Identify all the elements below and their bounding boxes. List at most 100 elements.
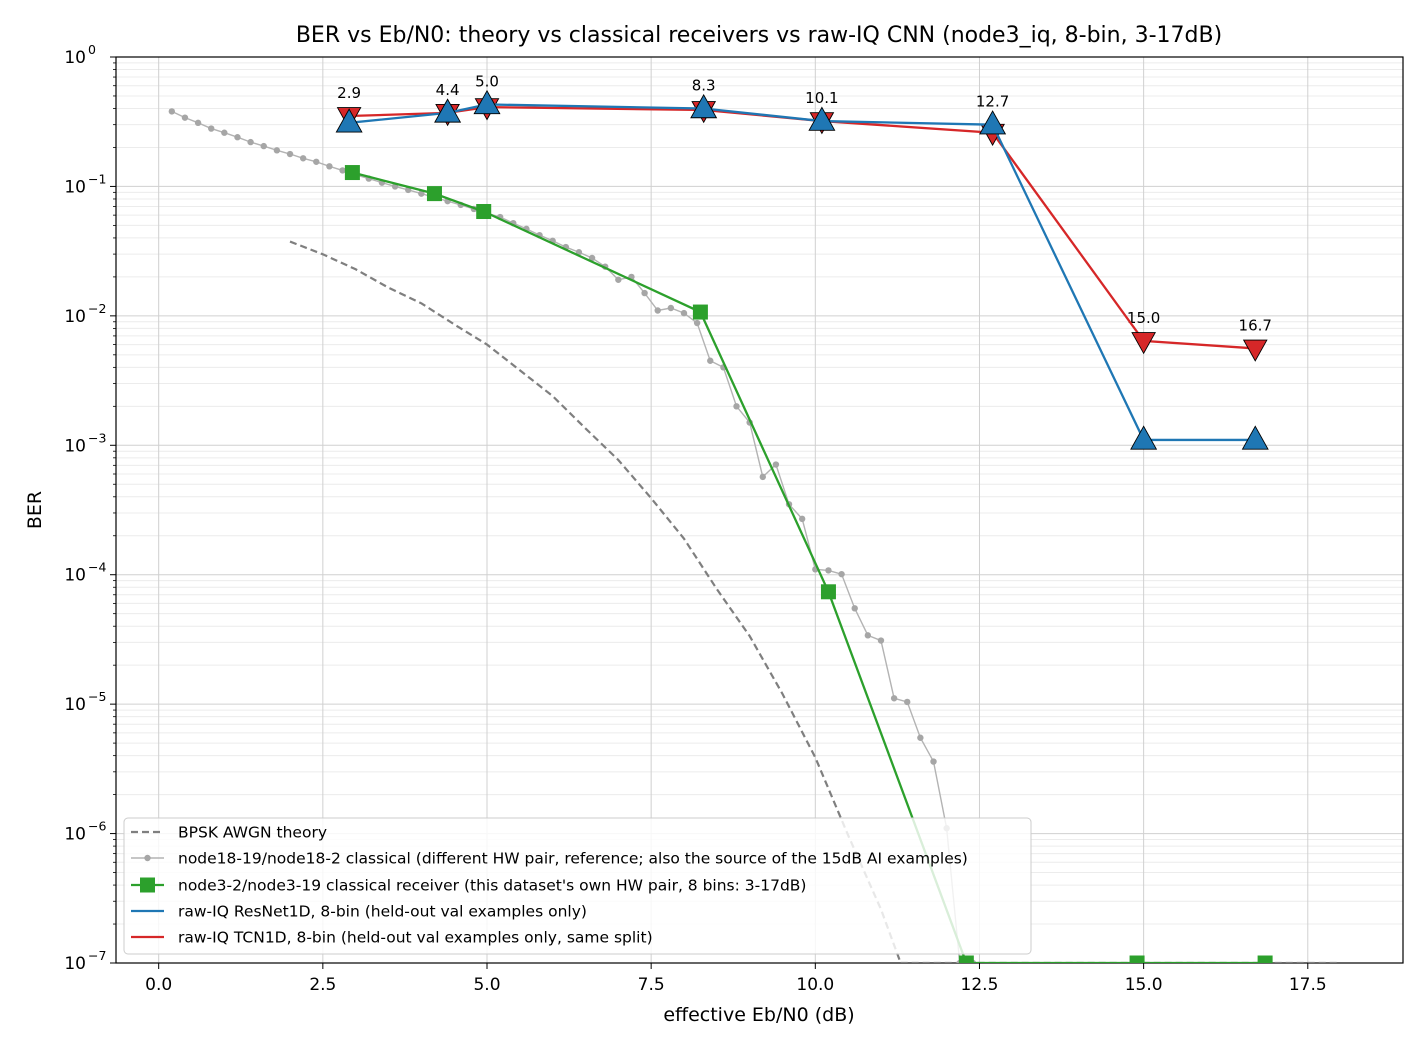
reference-point: [641, 289, 648, 297]
reference-point: [234, 134, 241, 141]
y-tick-exponent: −4: [88, 560, 106, 575]
tcn-point: [1242, 339, 1268, 362]
y-tick-label: 10: [64, 436, 86, 456]
resnet-point: [690, 93, 718, 119]
y-tick-label: 10: [64, 307, 86, 327]
chart-title: BER vs Eb/N0: theory vs classical receiv…: [296, 23, 1222, 48]
y-tick-exponent: −7: [88, 948, 106, 963]
reference-point: [418, 190, 425, 197]
y-tick-label: 10: [64, 177, 86, 197]
reference-point: [693, 319, 701, 327]
y-tick-exponent: −5: [88, 689, 106, 704]
reference-point: [825, 567, 832, 574]
x-tick-label: 2.5: [309, 975, 336, 995]
resnet-point: [473, 89, 501, 115]
point-label: 8.3: [692, 77, 716, 95]
reference-point: [313, 158, 320, 165]
reference-point: [917, 734, 924, 741]
point-label: 10.1: [805, 89, 838, 107]
resnet-point: [808, 106, 836, 131]
legend-swatch-marker: [144, 854, 151, 862]
resnet-point: [1241, 425, 1269, 450]
legend-entry-label: raw-IQ ResNet1D, 8-bin (held-out val exa…: [178, 903, 587, 921]
point-label: 12.7: [976, 93, 1009, 111]
x-tick-label: 17.5: [1289, 975, 1327, 995]
reference-point: [667, 304, 675, 312]
x-tick-label: 15.0: [1125, 975, 1163, 995]
y-tick-label: 10: [64, 825, 86, 845]
legend-swatch-marker: [140, 877, 155, 893]
reference-point: [851, 605, 858, 612]
classical-line: [352, 171, 1266, 963]
y-tick-exponent: −1: [88, 171, 106, 186]
reference-point: [247, 138, 254, 146]
y-tick-label: 10: [64, 566, 86, 586]
reference-point: [168, 108, 176, 115]
x-tick-label: 7.5: [638, 975, 665, 995]
resnet-point: [1130, 425, 1158, 450]
resnet-line: [348, 103, 1256, 442]
tcn-line: [349, 105, 1256, 350]
reference-point: [615, 276, 622, 283]
reference-point: [838, 570, 845, 578]
resnet-point: [979, 110, 1007, 135]
y-tick-exponent: −3: [88, 430, 106, 445]
reference-point: [194, 119, 202, 127]
reference-point: [890, 695, 898, 702]
reference-point: [707, 357, 714, 364]
reference-point: [339, 167, 346, 174]
reference-point: [904, 698, 911, 706]
x-tick-label: 10.0: [796, 975, 834, 995]
reference-point: [326, 163, 333, 170]
classical-point: [820, 584, 836, 600]
legend-entry-label: node18-19/node18-2 classical (different …: [178, 850, 968, 868]
reference-point: [588, 254, 596, 262]
point-label: 2.9: [337, 84, 361, 102]
reference-point: [798, 515, 806, 523]
resnet-point: [434, 98, 462, 123]
x-axis-label: effective Eb/N0 (dB): [663, 1004, 854, 1026]
point-label: 15.0: [1127, 309, 1160, 327]
legend-entry-label: raw-IQ TCN1D, 8-bin (held-out val exampl…: [178, 929, 653, 947]
point-label: 5.0: [475, 72, 499, 90]
reference-point: [877, 637, 885, 644]
reference-point: [654, 307, 661, 314]
classical-point: [1129, 955, 1145, 963]
resnet-point: [335, 108, 363, 133]
classical-point: [344, 165, 360, 181]
axes-frame: [115, 56, 1404, 964]
point-label: 4.4: [436, 81, 460, 99]
plot-area: [168, 89, 1341, 963]
y-tick-label: 10: [64, 695, 86, 715]
legend-entry-label: node3-2/node3-19 classical receiver (thi…: [178, 877, 806, 895]
reference-point: [181, 114, 189, 121]
x-tick-label: 5.0: [473, 975, 500, 995]
classical-point: [476, 204, 492, 220]
reference-point: [680, 309, 688, 317]
reference-point: [864, 632, 872, 639]
y-tick-exponent: −2: [88, 301, 106, 316]
reference-point: [930, 758, 937, 765]
legend-entry-label: BPSK AWGN theory: [178, 824, 327, 842]
reference-point: [299, 155, 307, 162]
y-axis-label: BER: [24, 491, 46, 529]
reference-point: [208, 125, 215, 132]
x-tick-label: 12.5: [961, 975, 999, 995]
theory-line: [289, 240, 902, 963]
legend: BPSK AWGN theory node18-19/node18-2 class…: [123, 817, 1032, 955]
reference-point: [772, 461, 780, 468]
tcn-point: [1131, 332, 1156, 355]
y-tick-label: 10: [64, 48, 86, 68]
reference-point: [733, 403, 740, 410]
legend-box: [123, 817, 1032, 955]
y-tick-exponent: −6: [88, 819, 106, 834]
y-tick-exponent: 0: [88, 42, 96, 57]
x-tick-label: 0.0: [145, 975, 172, 995]
reference-point: [273, 147, 281, 154]
reference-point: [286, 150, 294, 158]
reference-point: [221, 129, 228, 136]
reference-point: [759, 473, 766, 481]
reference-point: [260, 142, 267, 150]
